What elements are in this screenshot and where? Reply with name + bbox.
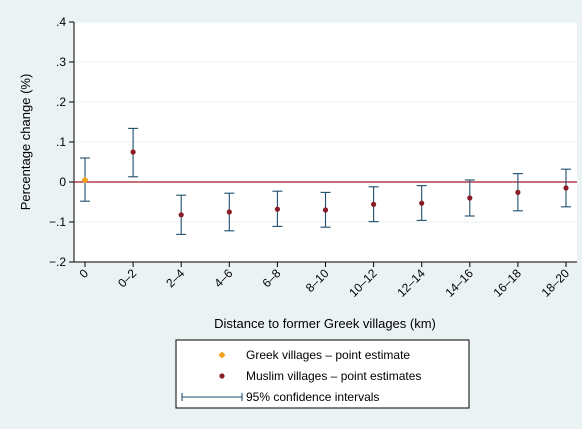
- legend-marker-greek: [218, 351, 226, 359]
- muslim-point: [274, 206, 280, 212]
- legend-marker-muslim: [219, 373, 225, 379]
- y-axis-ticks: −.2 −.1 0 .1 .2 .3 .4: [49, 15, 74, 269]
- legend-label-ci: 95% confidence intervals: [246, 390, 379, 404]
- muslim-point: [467, 195, 473, 201]
- y-tick-label: .2: [56, 95, 66, 109]
- muslim-point: [226, 209, 232, 215]
- greek-point: [81, 176, 89, 184]
- y-tick-label: −.2: [49, 255, 66, 269]
- muslim-point: [515, 189, 521, 195]
- y-tick-label: 0: [59, 175, 66, 189]
- muslim-point: [419, 200, 425, 206]
- y-tick-label: −.1: [49, 215, 66, 229]
- legend-item-ci: 95% confidence intervals: [181, 390, 379, 404]
- x-axis-label: Distance to former Greek villages (km): [214, 316, 436, 331]
- legend: Greek villages – point estimate Muslim vi…: [175, 339, 470, 409]
- y-tick-label: .4: [56, 15, 66, 29]
- muslim-point: [178, 212, 184, 218]
- legend-label-muslim: Muslim villages – point estimates: [246, 369, 421, 383]
- muslim-point: [371, 201, 377, 207]
- legend-item-greek: Greek villages – point estimate: [218, 348, 410, 362]
- y-tick-label: .1: [56, 135, 66, 149]
- legend-item-muslim: Muslim villages – point estimates: [219, 369, 421, 383]
- y-tick-label: .3: [56, 55, 66, 69]
- muslim-point: [563, 185, 569, 191]
- point-estimates: [81, 149, 569, 218]
- muslim-point: [130, 149, 136, 155]
- y-axis-label: Percentage change (%): [18, 74, 33, 211]
- muslim-point: [322, 207, 329, 213]
- legend-label-greek: Greek villages – point estimate: [246, 348, 410, 362]
